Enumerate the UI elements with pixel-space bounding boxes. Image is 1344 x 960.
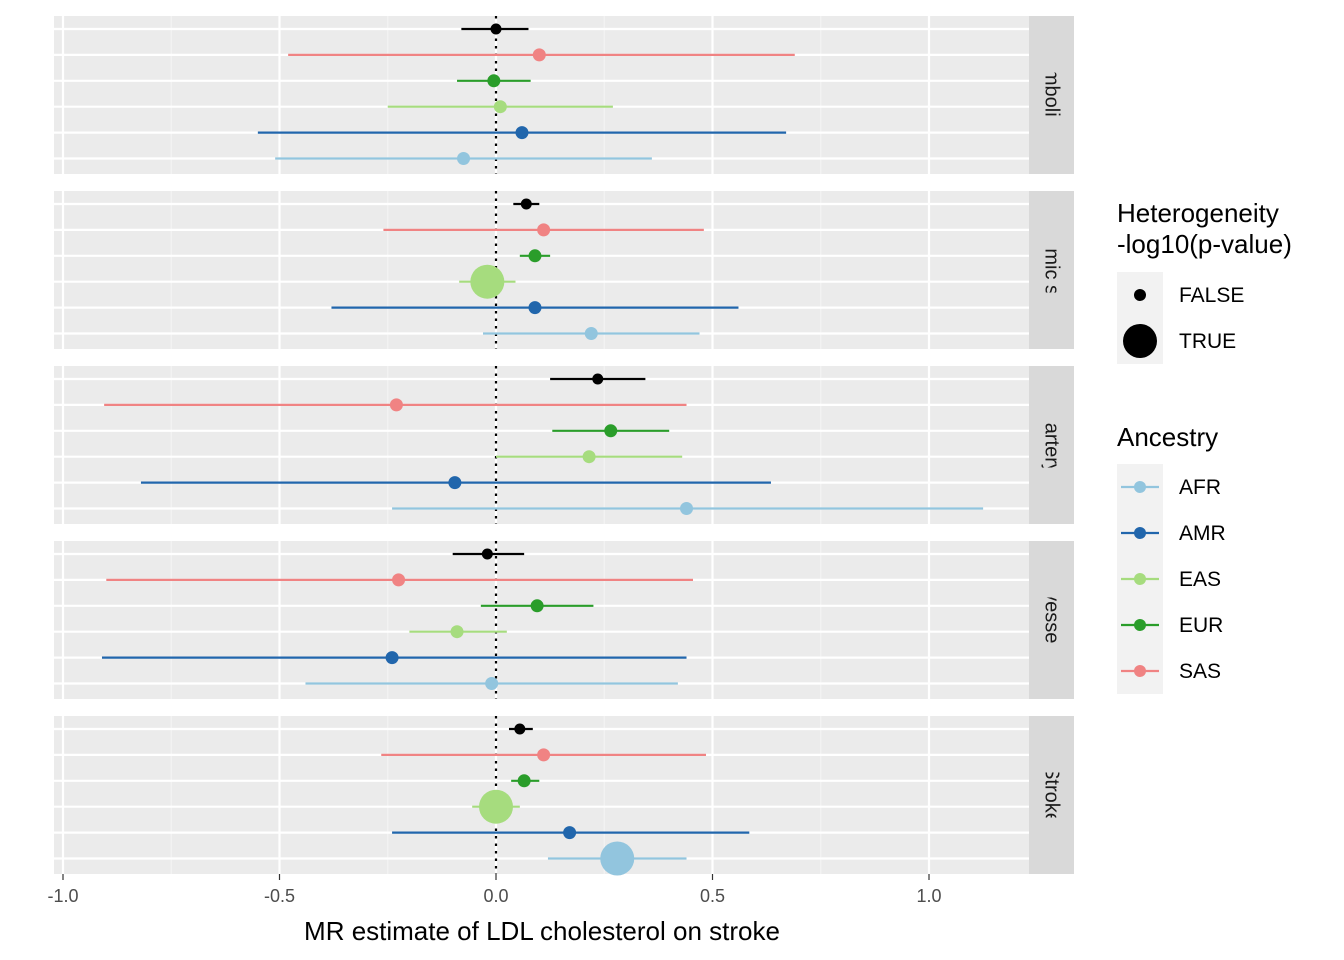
color-legend-label: EAS [1179,568,1221,591]
x-tick-label: 0.0 [483,886,508,906]
point-eas [470,264,505,299]
color-legend-label: AFR [1179,476,1221,499]
x-tick-label: -0.5 [264,886,295,906]
point-eur [528,249,542,263]
color-legend-label: SAS [1179,660,1221,683]
point-amr [563,826,577,840]
facet-panel: arge artery stro [54,366,1074,524]
color-legend-point [1134,527,1146,539]
point-sas [532,48,546,62]
point-amr [528,301,542,315]
panel-background [54,191,1029,349]
panel-background [54,16,1029,174]
facet-panel: Stroke [54,716,1074,876]
point-sas [389,398,403,412]
point-all [490,23,502,35]
x-tick-label: -1.0 [47,886,78,906]
facet-strip [1029,716,1074,874]
color-legend-point [1134,665,1146,677]
x-axis-title: MR estimate of LDL cholesterol on stroke [304,916,780,946]
size-legend-label: TRUE [1179,330,1236,353]
point-all [481,548,493,560]
point-all [592,373,604,385]
point-sas [537,223,551,237]
size-legend-point [1134,289,1146,301]
point-sas [537,748,551,762]
color-legend-point [1134,619,1146,631]
panel-background [54,366,1029,524]
facet-strip [1029,16,1074,174]
point-eur [517,774,531,788]
point-all [520,198,532,210]
point-afr [485,677,499,690]
panel-background [54,716,1029,874]
facet-strip [1029,541,1074,699]
point-amr [385,651,399,665]
size-legend-label: FALSE [1179,284,1244,307]
size-legend-title: Heterogeneity [1117,198,1279,228]
color-legend-point [1134,481,1146,493]
panel-background [54,541,1029,699]
point-afr [457,152,471,165]
color-legend-title: Ancestry [1117,422,1218,452]
point-eas [479,789,513,824]
facet-strip-label: Ischemic stroke [1041,201,1063,340]
x-tick-label: 0.5 [700,886,725,906]
facet-panel: rdioembolic stro [54,16,1074,174]
facet-strip-label: Stroke [1041,766,1063,824]
facet-panels: rdioembolic stro Ischemic stroke arge arte… [54,16,1074,876]
facet-panel: Ischemic stroke [54,191,1074,349]
facet-strip-label: arge artery stro [1041,377,1063,513]
color-legend-label: EUR [1179,614,1223,637]
point-afr [584,327,598,340]
point-eas [493,100,507,114]
legend: Heterogeneity-log10(p-value) FALSE TRUE Anc… [1117,198,1292,694]
size-legend-title: -log10(p-value) [1117,229,1292,259]
point-amr [448,476,462,490]
facet-strip [1029,191,1074,349]
point-sas [392,573,406,587]
facet-strip-label: rdioembolic stro [1041,24,1063,165]
point-eur [530,599,544,613]
point-eur [604,424,618,438]
color-legend-point [1134,573,1146,585]
point-eas [582,450,596,464]
point-afr [600,841,635,876]
color-legend-label: AMR [1179,522,1226,545]
facet-strip [1029,366,1074,524]
size-legend-point [1123,324,1157,358]
facet-strip-label: mall vessel strol [1041,549,1063,691]
x-axis: -1.0 -0.5 0.0 0.5 1.0 [47,874,942,906]
x-tick-label: 1.0 [916,886,941,906]
point-eas [450,625,464,639]
point-amr [515,126,529,140]
point-eur [487,74,501,88]
point-all [514,723,526,735]
facet-panel: mall vessel strol [54,541,1074,699]
point-afr [680,502,694,515]
